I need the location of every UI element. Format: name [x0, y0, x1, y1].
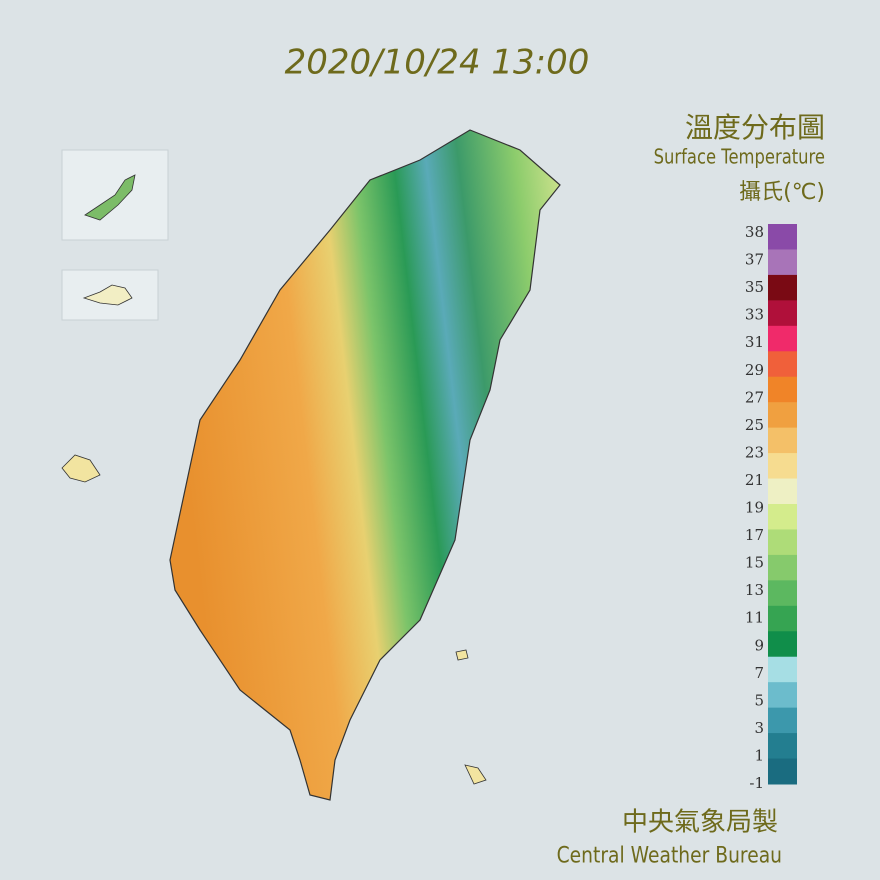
legend-label: 11 [745, 609, 764, 627]
legend-label: 27 [745, 388, 764, 406]
taiwan-map [169, 129, 561, 801]
unit-label: 攝氏(℃) [739, 180, 825, 205]
legend-swatch [768, 453, 797, 480]
legend-label: 13 [745, 581, 764, 599]
legend-label: 19 [745, 499, 764, 517]
timestamp: 2020/10/24 13:00 [285, 43, 590, 83]
footer-english: Central Weather Bureau [557, 842, 782, 868]
island [455, 649, 469, 661]
legend-swatch [768, 707, 797, 734]
island [84, 174, 136, 221]
legend-swatch [768, 376, 797, 403]
map-subtitle: Surface Temperature [654, 146, 825, 169]
legend-swatch [768, 427, 797, 454]
legend-swatch [768, 529, 797, 556]
legend-swatch [768, 733, 797, 760]
legend-label: 29 [745, 361, 764, 379]
island [61, 454, 101, 483]
legend-swatch [768, 554, 797, 581]
legend-label: 5 [754, 691, 764, 709]
legend-label: 7 [754, 664, 764, 682]
legend-swatch [768, 325, 797, 352]
legend-swatch [768, 656, 797, 683]
legend-swatch [768, 300, 797, 327]
island [82, 284, 133, 306]
legend-label: 1 [754, 746, 764, 764]
legend-label: 23 [745, 443, 764, 461]
legend-swatch [768, 402, 797, 429]
legend-swatch [768, 580, 797, 607]
legend-label: 9 [754, 636, 764, 654]
legend-label: -1 [749, 774, 764, 792]
map-title: 溫度分布圖 [685, 111, 825, 144]
legend-swatch [768, 249, 797, 276]
legend-label: 37 [745, 251, 764, 269]
legend-label: 31 [745, 333, 764, 351]
legend-label: 15 [745, 554, 764, 572]
legend-label: 21 [745, 471, 764, 489]
legend-label: 17 [745, 526, 764, 544]
legend-label: 25 [745, 416, 764, 434]
legend-label: 33 [745, 306, 764, 324]
legend-swatch [768, 758, 797, 785]
legend-swatch [768, 682, 797, 709]
legend-swatch [768, 274, 797, 301]
footer-chinese: 中央氣象局製 [622, 808, 778, 838]
legend-label: 35 [745, 278, 764, 296]
legend-swatch [768, 351, 797, 378]
legend-swatch [768, 478, 797, 505]
legend-swatch [768, 504, 797, 530]
legend-label: 3 [754, 719, 764, 737]
legend-swatch [768, 224, 797, 250]
island [464, 764, 487, 785]
legend-swatch [768, 631, 797, 658]
legend-swatch [768, 605, 797, 632]
inset-box [61, 269, 159, 321]
legend-label: 38 [745, 223, 764, 241]
